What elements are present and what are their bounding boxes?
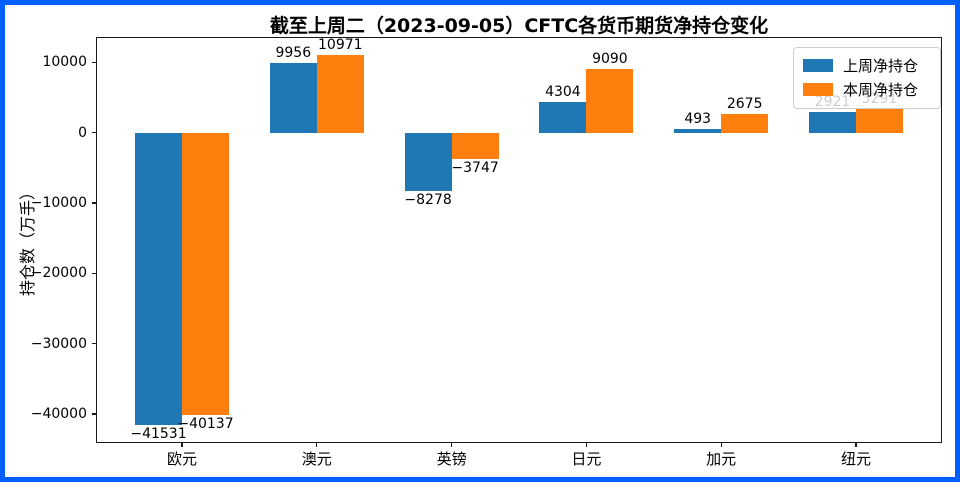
- bar-本周净持仓-纽元: [856, 109, 903, 133]
- x-tick-mark: [720, 443, 722, 447]
- legend-label: 上周净持仓: [843, 56, 919, 75]
- bar-value-label: −3747: [451, 159, 499, 176]
- bar-本周净持仓-加元: [721, 113, 769, 133]
- y-tick-label: 0: [78, 124, 87, 141]
- bar-本周净持仓-欧元: [182, 132, 229, 415]
- x-tick-label: 澳元: [301, 450, 332, 468]
- y-tick-label: −20000: [30, 265, 87, 282]
- chart-title: 截至上周二（2023-09-05）CFTC各货币期货净持仓变化: [269, 15, 769, 37]
- legend-item: 上周净持仓: [803, 55, 930, 75]
- bar-上周净持仓-澳元: [269, 62, 317, 133]
- figure: 截至上周二（2023-09-05）CFTC各货币期货净持仓变化 持仓数（万手） …: [5, 5, 955, 477]
- y-tick-mark: [92, 272, 96, 274]
- bar-value-label: 4304: [545, 84, 581, 101]
- legend-swatch-icon: [803, 58, 833, 72]
- bar-上周净持仓-加元: [674, 129, 722, 133]
- y-tick-mark: [92, 202, 96, 204]
- x-tick-label: 欧元: [166, 450, 197, 468]
- legend-label: 本周净持仓: [843, 80, 919, 99]
- y-tick-mark: [92, 131, 96, 134]
- bar-value-label: −8278: [404, 191, 452, 208]
- bar-上周净持仓-纽元: [809, 112, 856, 133]
- bar-value-label: −41531: [130, 425, 187, 442]
- x-tick-mark: [316, 443, 318, 447]
- legend-item: 本周净持仓: [803, 79, 930, 99]
- bar-value-label: 9956: [275, 44, 312, 61]
- bar-上周净持仓-日元: [539, 102, 587, 133]
- y-tick-label: −30000: [30, 335, 87, 352]
- y-tick-label: −40000: [30, 405, 87, 422]
- bar-value-label: 493: [684, 111, 712, 128]
- x-tick-mark: [450, 443, 453, 447]
- y-tick-label: 10000: [42, 54, 87, 71]
- x-tick-mark: [181, 443, 183, 447]
- bar-本周净持仓-日元: [586, 68, 634, 133]
- bar-上周净持仓-英镑: [404, 132, 452, 191]
- x-tick-label: 加元: [706, 450, 737, 468]
- x-tick-mark: [855, 443, 857, 447]
- legend: 上周净持仓本周净持仓: [793, 47, 941, 109]
- y-tick-mark: [92, 61, 96, 63]
- bar-value-label: 2675: [726, 95, 763, 112]
- x-tick-mark: [585, 443, 588, 447]
- bar-上周净持仓-欧元: [135, 132, 182, 425]
- legend-swatch-icon: [803, 82, 833, 96]
- y-tick-mark: [92, 413, 96, 415]
- x-tick-label: 日元: [571, 450, 602, 468]
- bar-value-label: −40137: [177, 415, 234, 432]
- y-tick-label: −10000: [30, 194, 87, 211]
- bar-value-label: 10971: [318, 37, 363, 54]
- x-tick-label: 纽元: [840, 450, 871, 468]
- x-tick-label: 英镑: [436, 450, 467, 468]
- y-tick-mark: [92, 342, 96, 345]
- bar-本周净持仓-英镑: [451, 132, 499, 159]
- bar-value-label: 9090: [592, 50, 628, 67]
- bar-本周净持仓-澳元: [316, 55, 364, 133]
